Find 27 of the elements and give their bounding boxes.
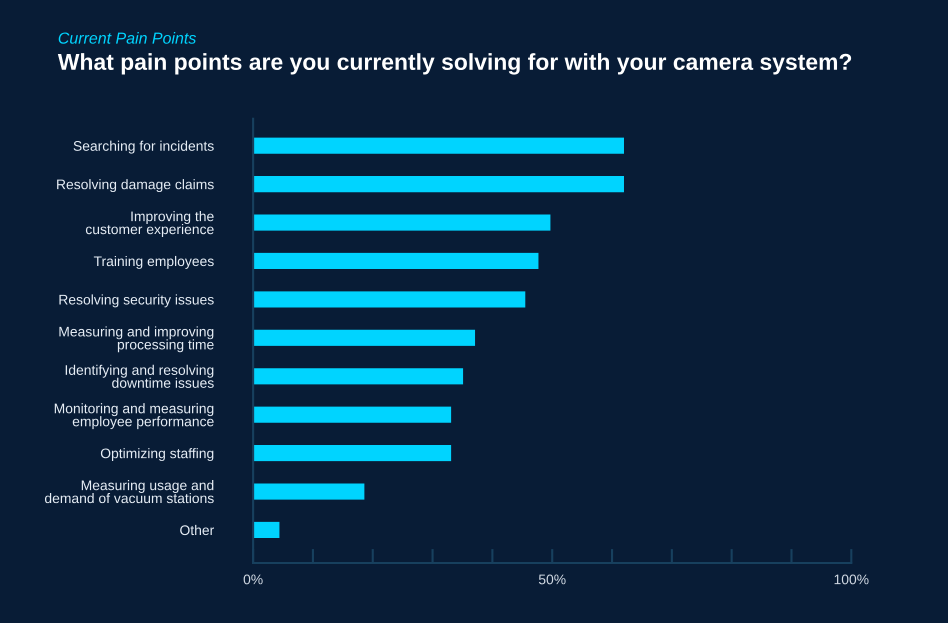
chart-subtitle: Current Pain Points (58, 32, 196, 44)
y-tick-label: Measuring usage and demand of vacuum stations (44, 480, 214, 504)
y-tick-label: Improving the customer experience (86, 211, 214, 237)
bar (253, 406, 452, 423)
y-tick-label: Optimizing staffing (100, 448, 214, 462)
bar (253, 176, 624, 192)
bar (253, 252, 538, 270)
bar (253, 291, 526, 308)
x-tick-label: 0% (244, 574, 263, 584)
bar (253, 368, 464, 384)
bar (253, 214, 550, 231)
bar (253, 445, 452, 462)
x-tick-label: 50% (538, 574, 566, 584)
x-tick-label: 100% (834, 574, 869, 584)
y-tick-label: Identifying and resolving downtime issues (66, 364, 214, 388)
y-tick-label: Resolving damage claims (57, 179, 214, 192)
chart-title: What pain points are you currently solving for with your camera system? (58, 53, 852, 75)
y-tick-label: Resolving security issues (59, 294, 214, 308)
bar (253, 138, 624, 154)
y-tick-label: Other (180, 524, 214, 536)
bar (253, 483, 364, 500)
y-tick-label: Monitoring and measuring employee performance (54, 403, 214, 430)
bar (253, 522, 280, 538)
y-tick-label: Searching for incidents (74, 140, 214, 154)
bar (253, 330, 476, 346)
y-tick-label: Measuring and improving processing time (59, 326, 214, 352)
y-tick-label: Training employees (94, 256, 214, 269)
